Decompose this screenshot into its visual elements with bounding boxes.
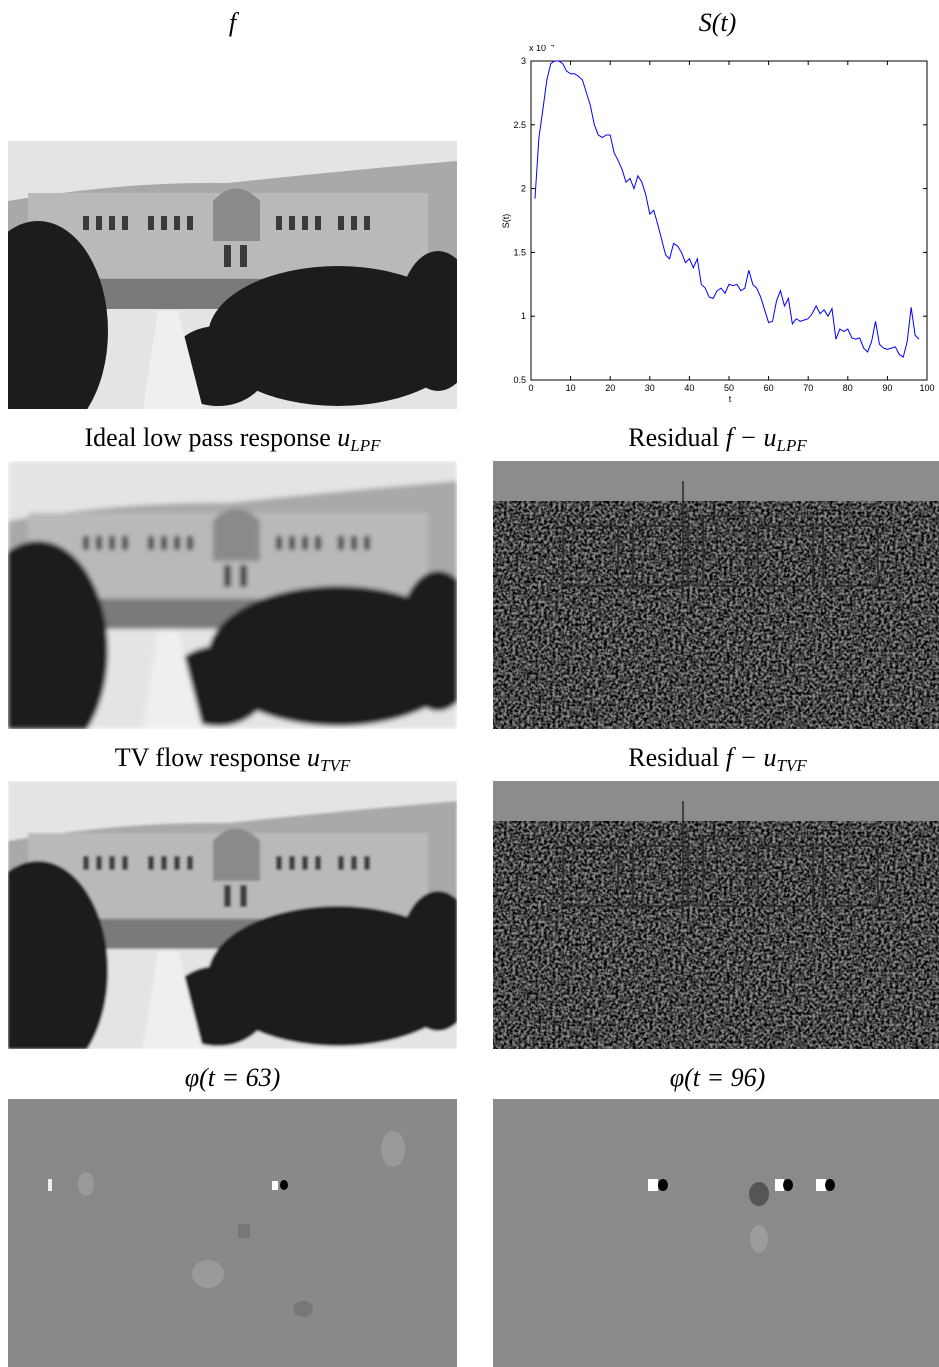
photo-tvf [8, 781, 457, 1049]
caption-text: TV flow response [115, 743, 301, 772]
data-line [535, 61, 919, 357]
caption-symbol: u [337, 423, 350, 452]
caption-symbol: S(t) [699, 8, 737, 37]
caption-symbol: f − u [726, 423, 777, 452]
photo-lpf [8, 461, 457, 729]
x-tick-label: 60 [764, 383, 774, 393]
caption: Residual f − uLPF [493, 423, 939, 461]
photo-f [8, 141, 457, 409]
caption: Residual f − uTVF [493, 743, 939, 781]
caption: φ(t = 63) [8, 1063, 457, 1093]
page: Figure {"captions": [ {"var": "f"}, {"va… [0, 0, 939, 1367]
x-tick-label: 80 [843, 383, 853, 393]
caption-subscript: LPF [350, 436, 380, 455]
x-tick-label: 0 [528, 383, 533, 393]
x-tick-label: 40 [684, 383, 694, 393]
residual-tvf [493, 781, 939, 1049]
caption: φ(t = 96) [493, 1063, 939, 1093]
y-tick-label: 1.5 [513, 247, 526, 257]
x-tick-label: 70 [803, 383, 813, 393]
x-tick-label: 50 [724, 383, 734, 393]
caption-text: Residual [628, 743, 719, 772]
x-tick-label: 100 [919, 383, 934, 393]
caption: TV flow response uTVF [8, 743, 457, 781]
caption-text: Ideal low pass response [85, 423, 331, 452]
x-tick-label: 30 [645, 383, 655, 393]
caption-symbol: u [307, 743, 320, 772]
phi-63 [8, 1099, 457, 1367]
caption-symbol: f − u [726, 743, 777, 772]
caption-subscript: TVF [320, 756, 350, 775]
phi-96 [493, 1099, 939, 1367]
caption: S(t) [493, 8, 939, 38]
caption-subscript: LPF [777, 436, 807, 455]
x-tick-label: 10 [566, 383, 576, 393]
figure: f S(t) x 10 4 t S(t) 0 10 20 30 40 50 60 70 80 90… [0, 0, 939, 1367]
axis-multiplier-exponent: 4 [551, 45, 555, 49]
caption-symbol: φ(t = 63) [185, 1063, 280, 1092]
caption-text: Residual [628, 423, 719, 452]
residual-lpf [493, 461, 939, 729]
y-tick-label: 0.5 [513, 375, 526, 385]
y-tick-label: 2 [521, 184, 526, 194]
caption-subscript: TVF [777, 756, 807, 775]
y-tick-label: 1 [521, 311, 526, 321]
y-tick-label: 3 [521, 56, 526, 66]
plot-frame [531, 61, 927, 380]
caption: f [8, 8, 457, 38]
x-tick-label: 90 [882, 383, 892, 393]
y-tick-label: 2.5 [513, 120, 526, 130]
x-tick-label: 20 [605, 383, 615, 393]
y-axis-label: S(t) [501, 214, 511, 229]
axis-multiplier: x 10 [529, 45, 546, 53]
caption: Ideal low pass response uLPF [8, 423, 457, 461]
caption-symbol: f [229, 8, 236, 37]
x-axis-label: t [729, 394, 732, 404]
chart: x 10 4 t S(t) 0 10 20 30 40 50 60 70 80 90 100 0.5 1… [493, 45, 939, 410]
caption-symbol: φ(t = 96) [670, 1063, 765, 1092]
